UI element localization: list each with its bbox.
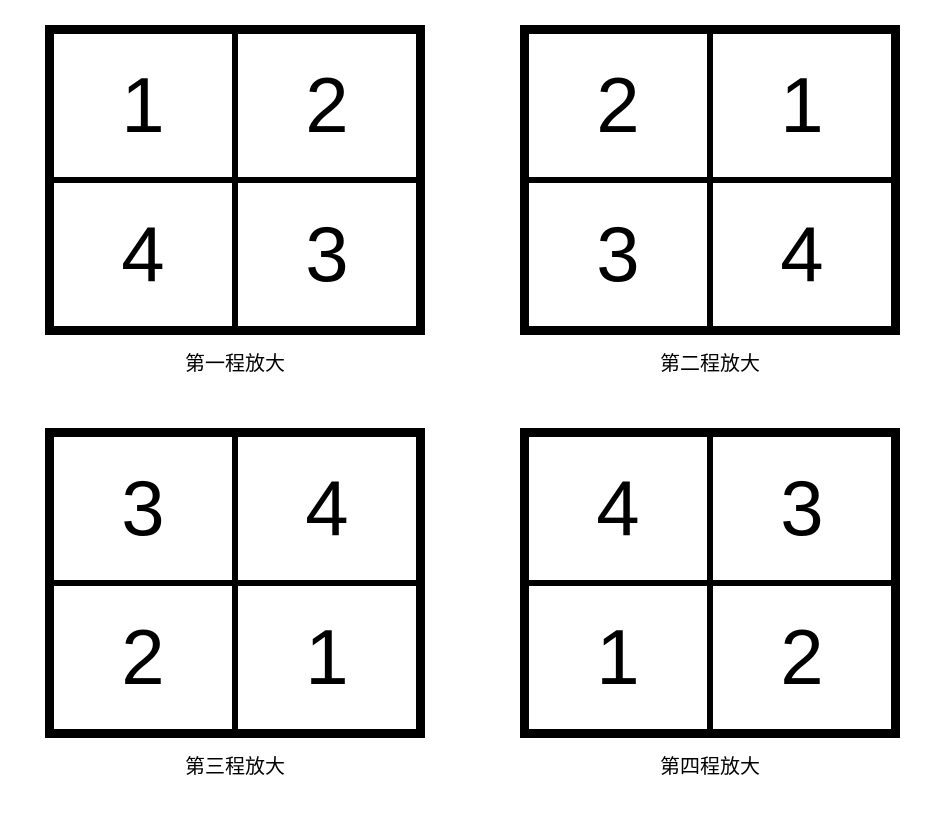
cell: 4: [235, 434, 419, 583]
cell-value: 4: [596, 463, 639, 554]
cell-value: 3: [780, 463, 823, 554]
cell: 2: [51, 583, 235, 732]
cell-value: 4: [121, 209, 164, 300]
panel-caption: 第四程放大: [660, 750, 760, 779]
panel-caption: 第一程放大: [185, 347, 285, 376]
grid-3: 3 4 2 1: [45, 428, 425, 738]
cell: 4: [526, 434, 710, 583]
cell: 1: [51, 31, 235, 180]
cell-value: 2: [780, 612, 823, 703]
grid-1: 1 2 4 3: [45, 25, 425, 335]
cell: 1: [526, 583, 710, 732]
cell-value: 1: [305, 612, 348, 703]
cell: 4: [710, 180, 894, 329]
panel-caption: 第三程放大: [185, 750, 285, 779]
cell-value: 1: [596, 612, 639, 703]
cell: 3: [235, 180, 419, 329]
cell-value: 3: [596, 209, 639, 300]
cell: 2: [710, 583, 894, 732]
cell-value: 2: [596, 60, 639, 151]
panel-2: 2 1 3 4 第二程放大: [515, 25, 905, 398]
cell-value: 1: [780, 60, 823, 151]
panel-caption: 第二程放大: [660, 347, 760, 376]
cell-value: 4: [305, 463, 348, 554]
cell-value: 2: [121, 612, 164, 703]
cell: 2: [235, 31, 419, 180]
cell-value: 4: [780, 209, 823, 300]
panel-1: 1 2 4 3 第一程放大: [40, 25, 430, 398]
cell: 3: [51, 434, 235, 583]
diagram-page: 1 2 4 3 第一程放大 2 1 3 4 第二程放大 3 4 2 1 第三程放…: [0, 0, 945, 821]
panel-4: 4 3 1 2 第四程放大: [515, 428, 905, 801]
cell: 2: [526, 31, 710, 180]
cell-value: 2: [305, 60, 348, 151]
panel-3: 3 4 2 1 第三程放大: [40, 428, 430, 801]
cell: 3: [526, 180, 710, 329]
grid-2: 2 1 3 4: [520, 25, 900, 335]
cell-value: 3: [305, 209, 348, 300]
cell: 4: [51, 180, 235, 329]
cell-value: 1: [121, 60, 164, 151]
cell: 1: [710, 31, 894, 180]
cell: 1: [235, 583, 419, 732]
cell: 3: [710, 434, 894, 583]
cell-value: 3: [121, 463, 164, 554]
grid-4: 4 3 1 2: [520, 428, 900, 738]
